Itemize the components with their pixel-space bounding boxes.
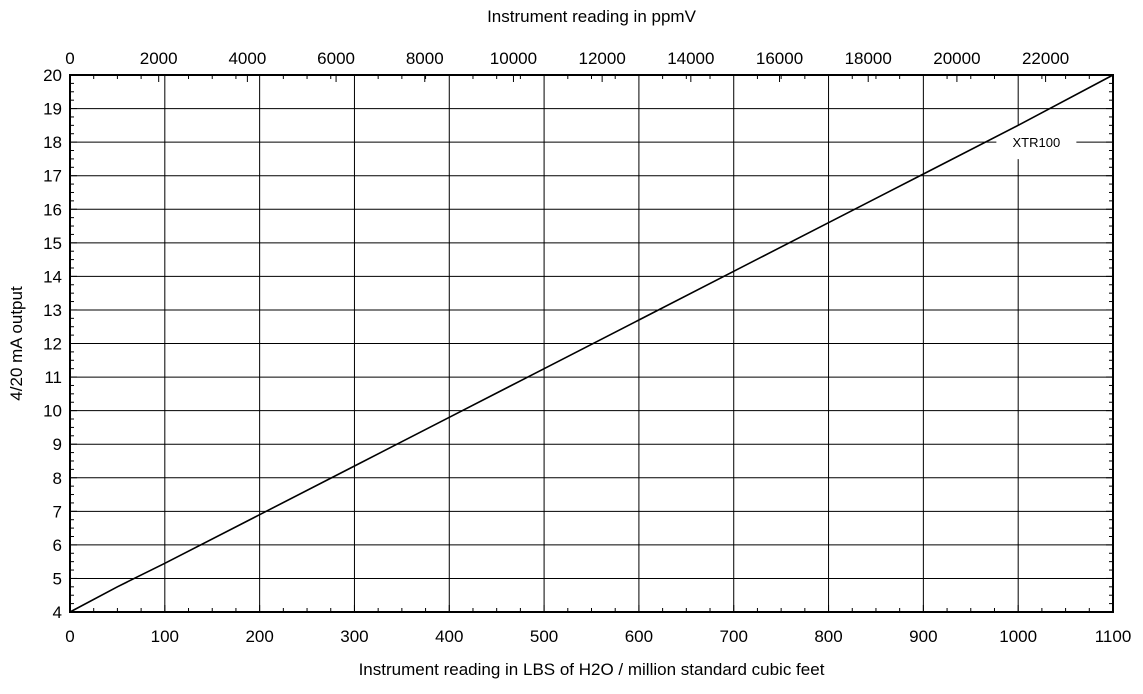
x-tick-label: 300 (340, 627, 368, 646)
x2-tick-label: 8000 (406, 49, 444, 68)
x-tick-label: 0 (65, 627, 74, 646)
top-axis-title: Instrument reading in ppmV (487, 7, 696, 26)
y-tick-label: 17 (43, 167, 62, 186)
x2-tick-label: 16000 (756, 49, 803, 68)
y-tick-label: 12 (43, 335, 62, 354)
x2-tick-label: 18000 (845, 49, 892, 68)
x-tick-label: 800 (814, 627, 842, 646)
y-tick-label: 18 (43, 133, 62, 152)
y-tick-label: 15 (43, 234, 62, 253)
y-tick-label: 8 (53, 469, 62, 488)
y-axis-title: 4/20 mA output (7, 286, 26, 401)
x-tick-label: 1000 (999, 627, 1037, 646)
x-tick-label: 1100 (1095, 627, 1132, 646)
x-tick-label: 400 (435, 627, 463, 646)
x-tick-label: 100 (151, 627, 179, 646)
y-tick-label: 16 (43, 200, 62, 219)
y-tick-label: 14 (43, 267, 62, 286)
series-line (69, 74, 1114, 613)
y-tick-label: 11 (44, 368, 62, 387)
y-tick-label: 9 (53, 435, 62, 454)
y-tick-label: 7 (53, 502, 62, 521)
x2-tick-label: 12000 (579, 49, 626, 68)
x2-tick-label: 4000 (228, 49, 266, 68)
y-tick-label: 20 (43, 66, 62, 85)
x2-tick-label: 14000 (667, 49, 714, 68)
y-tick-label: 6 (53, 536, 62, 555)
y-tick-label: 5 (53, 569, 62, 588)
x-tick-label: 200 (245, 627, 273, 646)
x2-tick-label: 20000 (933, 49, 980, 68)
x2-tick-label: 10000 (490, 49, 537, 68)
bottom-axis-title: Instrument reading in LBS of H2O / milli… (359, 660, 825, 679)
annotation-bg (996, 125, 1077, 160)
y-tick-label: 10 (43, 402, 62, 421)
x-tick-label: 500 (530, 627, 558, 646)
x2-tick-label: 2000 (140, 49, 178, 68)
x2-tick-label: 6000 (317, 49, 355, 68)
x2-tick-label: 22000 (1022, 49, 1069, 68)
plot-frame (69, 74, 1114, 613)
x-tick-label: 600 (625, 627, 653, 646)
x-tick-label: 900 (909, 627, 937, 646)
x-tick-label: 700 (720, 627, 748, 646)
y-tick-label: 19 (43, 100, 62, 119)
x2-tick-label: 0 (65, 49, 74, 68)
y-tick-label: 4 (53, 603, 62, 622)
series-annotation-label: XTR100 (1013, 135, 1061, 150)
y-tick-label: 13 (43, 301, 62, 320)
